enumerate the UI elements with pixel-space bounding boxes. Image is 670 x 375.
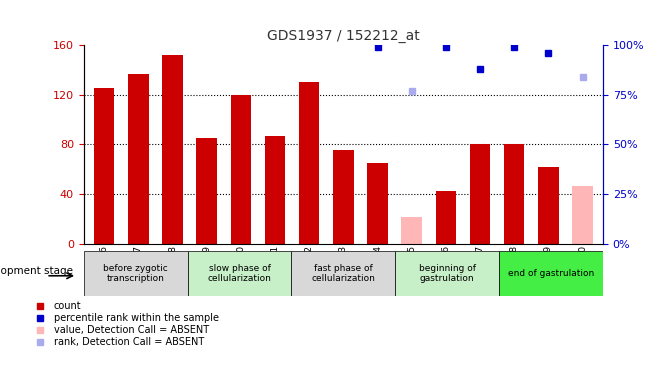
- Bar: [230, 94, 251, 243]
- Text: value, Detection Call = ABSENT: value, Detection Call = ABSENT: [54, 325, 209, 335]
- Text: rank, Detection Call = ABSENT: rank, Detection Call = ABSENT: [54, 338, 204, 347]
- Bar: [333, 150, 354, 243]
- FancyBboxPatch shape: [395, 251, 499, 296]
- FancyBboxPatch shape: [291, 251, 395, 296]
- Bar: [128, 74, 149, 243]
- Bar: [504, 144, 525, 243]
- Bar: [94, 88, 115, 243]
- Bar: [299, 82, 320, 243]
- FancyBboxPatch shape: [499, 251, 603, 296]
- Bar: [436, 191, 456, 243]
- Bar: [196, 138, 217, 243]
- FancyBboxPatch shape: [84, 251, 188, 296]
- Text: end of gastrulation: end of gastrulation: [508, 269, 594, 278]
- Text: beginning of
gastrulation: beginning of gastrulation: [419, 264, 476, 283]
- Text: fast phase of
cellularization: fast phase of cellularization: [312, 264, 375, 283]
- Text: count: count: [54, 301, 81, 311]
- Bar: [401, 217, 422, 243]
- FancyBboxPatch shape: [188, 251, 291, 296]
- Text: slow phase of
cellularization: slow phase of cellularization: [208, 264, 271, 283]
- Bar: [538, 166, 559, 243]
- Text: percentile rank within the sample: percentile rank within the sample: [54, 313, 218, 323]
- Text: development stage: development stage: [0, 266, 73, 276]
- Bar: [367, 163, 388, 243]
- Bar: [572, 186, 593, 243]
- Bar: [470, 144, 490, 243]
- Title: GDS1937 / 152212_at: GDS1937 / 152212_at: [267, 28, 419, 43]
- Text: before zygotic
transcription: before zygotic transcription: [103, 264, 168, 283]
- Bar: [265, 136, 285, 243]
- Bar: [162, 55, 183, 243]
